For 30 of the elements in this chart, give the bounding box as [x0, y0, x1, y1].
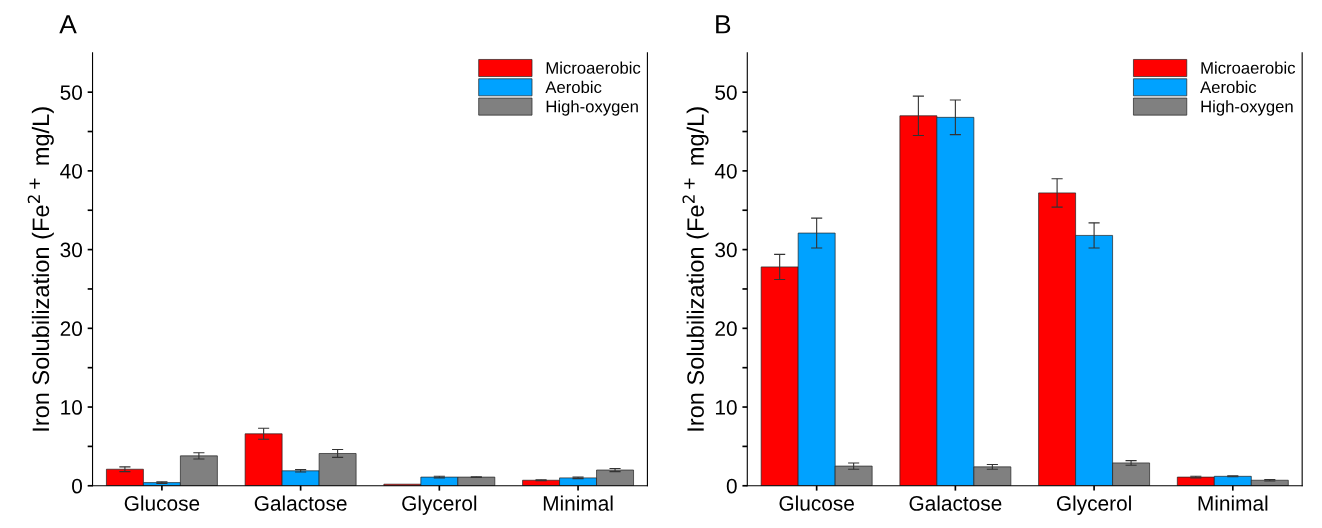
y-tick-label: 50 [715, 85, 737, 100]
x-tick-label: Glycerol [1056, 495, 1131, 515]
y-tick-label: 50 [60, 85, 83, 100]
y-tick-label: 30 [60, 242, 83, 258]
y-tick-label: 40 [60, 163, 83, 179]
x-tick-label: Galactose [254, 495, 347, 511]
x-tick-label: Glycerol [402, 495, 477, 515]
y-tick-label: 40 [714, 163, 737, 179]
y-tick-label: 0 [72, 478, 82, 494]
x-tick-label: Minimal [543, 495, 613, 511]
legend-label: Aerobic [1200, 80, 1257, 94]
legend-label: High-oxygen [546, 100, 638, 116]
legend-label: Microaerobic [1201, 61, 1296, 74]
x-tick-label: Glucose [779, 495, 854, 511]
legend-label: Aerobic [545, 80, 602, 94]
y-tick-label: 30 [715, 242, 737, 258]
legend-label: High-oxygen [1201, 100, 1293, 116]
y-axis-title: Iron Solubilization (Fe$^{2+}$ mg/L) [27, 107, 54, 431]
y-tick-label: 20 [715, 321, 737, 337]
chart-title: A [59, 15, 77, 34]
y-axis-title: Iron Solubilization (Fe$^{2+}$ mg/L) [682, 107, 709, 431]
legend-label: Microaerobic [546, 61, 641, 74]
y-tick-label: 10 [61, 400, 83, 415]
x-tick-label: Minimal [1198, 495, 1268, 511]
y-tick-label: 0 [726, 478, 737, 494]
y-tick-label: 10 [715, 400, 737, 415]
x-tick-label: Galactose [909, 495, 1002, 511]
y-tick-label: 20 [60, 321, 83, 337]
x-tick-label: Glucose [124, 495, 200, 511]
chart-title: B [716, 15, 731, 34]
